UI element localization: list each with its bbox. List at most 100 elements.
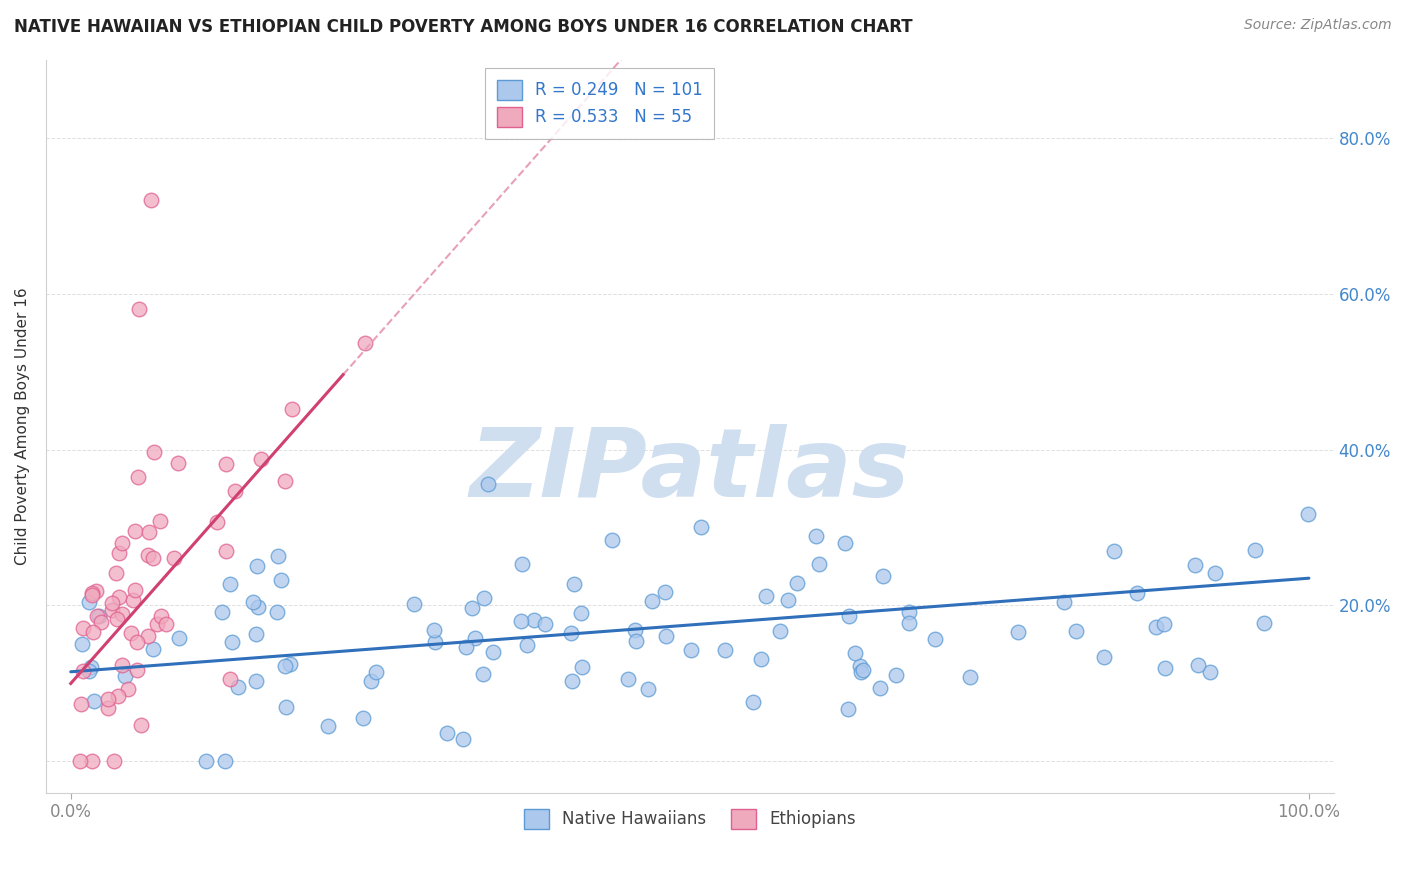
Point (219, 673, 242, 687)
Point (838, 608, 860, 623)
Point (352, 711, 374, 725)
Point (245, 673, 267, 688)
Point (149, 609, 172, 624)
Point (72, 637, 94, 651)
Point (167, 456, 190, 470)
Point (97, 701, 120, 715)
Point (852, 663, 875, 677)
Point (274, 700, 297, 714)
Point (274, 474, 297, 488)
Point (138, 548, 160, 562)
Point (138, 524, 160, 539)
Point (600, 533, 623, 548)
Point (404, 597, 426, 611)
Point (534, 616, 557, 631)
Point (114, 669, 136, 683)
Point (837, 702, 859, 716)
Point (562, 577, 585, 591)
Text: NATIVE HAWAIIAN VS ETHIOPIAN CHILD POVERTY AMONG BOYS UNDER 16 CORRELATION CHART: NATIVE HAWAIIAN VS ETHIOPIAN CHILD POVER… (14, 18, 912, 36)
Point (270, 573, 292, 587)
Point (425, 635, 447, 649)
Point (70, 697, 93, 711)
Point (249, 452, 271, 467)
Point (1187, 658, 1209, 673)
Point (1125, 586, 1147, 600)
Point (136, 629, 159, 643)
Point (1104, 543, 1126, 558)
Point (654, 629, 676, 643)
Point (654, 585, 676, 599)
Point (77, 595, 100, 609)
Point (1184, 558, 1206, 573)
Point (617, 672, 640, 686)
Point (211, 605, 233, 619)
Point (560, 626, 582, 640)
Point (219, 576, 242, 591)
Point (1064, 624, 1087, 639)
Point (246, 559, 269, 574)
Point (354, 336, 377, 351)
Point (898, 615, 921, 630)
Point (464, 631, 486, 645)
Point (924, 632, 946, 647)
Point (472, 591, 495, 606)
Point (776, 593, 799, 607)
Point (111, 657, 134, 672)
Point (101, 596, 124, 610)
Point (72, 621, 94, 635)
Point (679, 643, 702, 657)
Point (749, 652, 772, 666)
Point (110, 607, 132, 622)
Point (510, 614, 533, 628)
Point (571, 659, 593, 673)
Point (318, 718, 340, 732)
Point (786, 575, 808, 590)
Point (884, 667, 907, 681)
Point (1253, 616, 1275, 631)
Point (82, 588, 104, 602)
Point (560, 674, 582, 689)
Point (214, 544, 236, 558)
Point (755, 589, 778, 603)
Point (267, 549, 290, 563)
Point (769, 624, 792, 639)
Point (278, 657, 301, 672)
Point (624, 634, 647, 648)
Point (1244, 542, 1267, 557)
Point (224, 484, 246, 499)
Point (245, 627, 267, 641)
Point (471, 667, 494, 681)
Point (155, 616, 177, 631)
Point (242, 595, 264, 609)
Point (624, 623, 647, 637)
Point (1153, 617, 1175, 632)
Point (1154, 660, 1177, 674)
Point (146, 616, 169, 631)
Point (195, 755, 218, 769)
Point (360, 674, 382, 689)
Point (281, 401, 304, 416)
Point (690, 520, 713, 534)
Point (569, 606, 592, 620)
Point (1007, 625, 1029, 640)
Point (454, 640, 477, 654)
Point (149, 515, 172, 529)
Point (273, 658, 295, 673)
Point (1204, 566, 1226, 580)
Point (77, 664, 100, 678)
Point (423, 624, 446, 638)
Point (100, 603, 122, 617)
Point (807, 558, 830, 572)
Point (898, 605, 921, 619)
Point (72, 664, 94, 678)
Point (142, 641, 165, 656)
Point (1053, 595, 1076, 609)
Point (90, 615, 112, 629)
Point (221, 634, 243, 648)
Point (80, 586, 103, 600)
Point (128, 302, 150, 317)
Point (482, 645, 505, 659)
Point (80, 660, 103, 674)
Point (214, 755, 236, 769)
Point (117, 681, 139, 696)
